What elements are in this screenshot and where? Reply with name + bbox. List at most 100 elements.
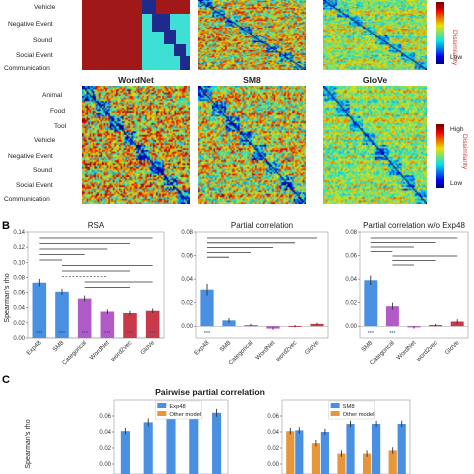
ytick-rsa-4: 0.08 bbox=[13, 275, 25, 281]
ytick-rsa-5: 0.10 bbox=[13, 260, 25, 266]
ytick-partial-wo-exp48-1: 0.02 bbox=[345, 301, 357, 307]
bar-partial-wordnet bbox=[266, 326, 280, 329]
xtick-partial-wo-exp48-0: SM8 bbox=[360, 339, 374, 353]
ytick-pair-sm8-1: 0.02 bbox=[267, 446, 279, 452]
sig-partial-wo-exp48-0: *** bbox=[368, 331, 375, 337]
title-wordnet: WordNet bbox=[118, 75, 154, 85]
glove-matrix-top bbox=[323, 0, 427, 70]
legend-swatch-pair-sm8-0 bbox=[330, 403, 340, 408]
bar-pair-sm8-other-0 bbox=[286, 431, 295, 474]
colorbar-bottom-high: High bbox=[450, 126, 464, 133]
row-label-top-0: Vehicle bbox=[34, 4, 56, 11]
ytick-pair-sm8-0: 0.00 bbox=[267, 462, 279, 468]
ytick-pair-exp48-3: 0.06 bbox=[99, 414, 111, 420]
panel-c-title: Pairwise partial correlation bbox=[155, 387, 265, 397]
ytick-rsa-1: 0.02 bbox=[13, 321, 25, 327]
row-label-top-1: Negative Event bbox=[8, 21, 53, 28]
xtick-rsa-5: GloVe bbox=[139, 339, 156, 356]
xtick-partial-5: GloVe bbox=[304, 339, 321, 356]
legend-swatch-pair-sm8-1 bbox=[330, 411, 340, 416]
ytick-partial-2: 0.04 bbox=[181, 277, 193, 283]
ytick-partial-wo-exp48-0: 0.00 bbox=[345, 324, 357, 330]
legend-label-pair-sm8-1: Other model bbox=[343, 412, 375, 418]
bar-partial-glove bbox=[310, 323, 324, 327]
colorbar-bottom-low: Low bbox=[450, 180, 463, 187]
bar-rsa-glove bbox=[145, 310, 160, 338]
sig-rsa-3: *** bbox=[104, 331, 111, 337]
chart-title-partial: Partial correlation bbox=[231, 221, 293, 230]
row-label-bottom-3: Vehicle bbox=[34, 137, 56, 144]
colorbar-bottom bbox=[436, 124, 444, 188]
xtick-rsa-2: Categorical bbox=[61, 339, 88, 366]
ytick-partial-wo-exp48-3: 0.06 bbox=[345, 254, 357, 260]
panel-c-letter: C bbox=[2, 374, 10, 386]
chart-title-rsa: RSA bbox=[88, 221, 105, 230]
panel-c-charts: Spearman's rho 0.00 0.02 0.04 0.06 Exp48 Other… bbox=[25, 399, 411, 474]
row-label-top-3: Social Event bbox=[16, 52, 53, 59]
bar-pair-sm8-main-4 bbox=[397, 424, 406, 474]
bar-rsa-sm8 bbox=[55, 291, 69, 338]
colorbar-top bbox=[436, 2, 444, 64]
colorbar-top-label: Dissimilarity bbox=[451, 30, 458, 66]
bar-pair-sm8-other-3 bbox=[362, 453, 372, 474]
row-label-top-4: Communication bbox=[4, 65, 50, 72]
sig-rsa-1: *** bbox=[59, 331, 66, 337]
bar-partial-wo-exp48-sm8 bbox=[364, 280, 378, 327]
xtick-rsa-1: SM8 bbox=[51, 339, 65, 353]
sig-partial-wo-exp48-1: *** bbox=[389, 331, 396, 337]
ytick-pair-exp48-0: 0.00 bbox=[99, 462, 111, 468]
bar-pair-sm8-main-1 bbox=[320, 432, 330, 474]
ytick-pair-sm8-2: 0.04 bbox=[267, 430, 279, 436]
panel-b-charts: Spearman's rho 0.00 0.02 0.04 0.06 0.08 0.10 0.… bbox=[4, 221, 469, 367]
legend-label-pair-sm8-0: SM8 bbox=[343, 404, 355, 410]
ytick-partial-3: 0.06 bbox=[181, 254, 193, 260]
xtick-partial-0: Exp48 bbox=[193, 339, 211, 357]
row-label-bottom-6: Social Event bbox=[16, 182, 53, 189]
bar-partial-exp48 bbox=[200, 289, 214, 327]
ytick-partial-wo-exp48-2: 0.04 bbox=[345, 277, 357, 283]
title-glove: GloVe bbox=[362, 75, 388, 85]
ytick-rsa-2: 0.04 bbox=[13, 306, 25, 312]
row-label-bottom-0: Animal bbox=[42, 92, 63, 99]
ytick-rsa-6: 0.12 bbox=[13, 245, 25, 251]
sig-rsa-5: *** bbox=[149, 331, 156, 337]
ytick-partial-wo-exp48-4: 0.08 bbox=[345, 230, 357, 236]
bar-pair-sm8-main-0 bbox=[295, 430, 304, 474]
bar-rsa-categorical bbox=[77, 298, 92, 338]
ytick-partial-0: 0.00 bbox=[181, 324, 193, 330]
xtick-partial-3: WordNet bbox=[254, 339, 276, 361]
bar-pair-sm8-main-2 bbox=[346, 424, 355, 474]
bar-rsa-word2vec bbox=[123, 313, 137, 338]
bar-pair-sm8-main-3 bbox=[372, 424, 381, 474]
sm8-matrix-top bbox=[198, 0, 306, 70]
xtick-partial-4: word2vec bbox=[274, 339, 298, 363]
categorical-matrix bbox=[82, 0, 190, 70]
xtick-rsa-4: word2vec bbox=[109, 339, 133, 363]
bar-pair-sm8-other-1 bbox=[311, 443, 320, 474]
bar-pair-exp48-main-4 bbox=[212, 412, 222, 474]
row-label-bottom-1: Food bbox=[50, 108, 66, 115]
sig-rsa-2: *** bbox=[81, 331, 88, 337]
legend-swatch-pair-exp48-1 bbox=[157, 411, 167, 416]
ytick-pair-sm8-3: 0.06 bbox=[267, 414, 279, 420]
bar-pair-exp48-main-2 bbox=[166, 413, 176, 474]
colorbar-top-low: Low bbox=[450, 54, 463, 61]
bar-pair-exp48-main-1 bbox=[143, 422, 153, 474]
bar-pair-exp48-main-0 bbox=[120, 431, 130, 474]
legend-label-pair-exp48-0: Exp48 bbox=[169, 404, 185, 410]
panel-b-letter: B bbox=[2, 220, 10, 232]
bar-partial-wo-exp48-categorical bbox=[385, 306, 399, 327]
row-label-bottom-4: Negative Event bbox=[8, 153, 53, 160]
ytick-pair-exp48-2: 0.04 bbox=[99, 430, 111, 436]
row-label-top-2: Sound bbox=[33, 37, 53, 44]
chart-title-partial-wo-exp48: Partial correlation w/o Exp48 bbox=[363, 221, 465, 230]
xtick-partial-wo-exp48-3: word2vec bbox=[415, 339, 439, 363]
row-label-bottom-2: Tool bbox=[54, 123, 67, 130]
row-label-bottom-7: Communication bbox=[4, 196, 50, 203]
ytick-partial-4: 0.08 bbox=[181, 230, 193, 236]
ytick-partial-1: 0.02 bbox=[181, 301, 193, 307]
legend-swatch-pair-exp48-0 bbox=[157, 403, 167, 408]
wordnet-matrix bbox=[82, 86, 190, 204]
sig-rsa-4: *** bbox=[127, 331, 134, 337]
row-label-bottom-5: Sound bbox=[33, 167, 53, 174]
